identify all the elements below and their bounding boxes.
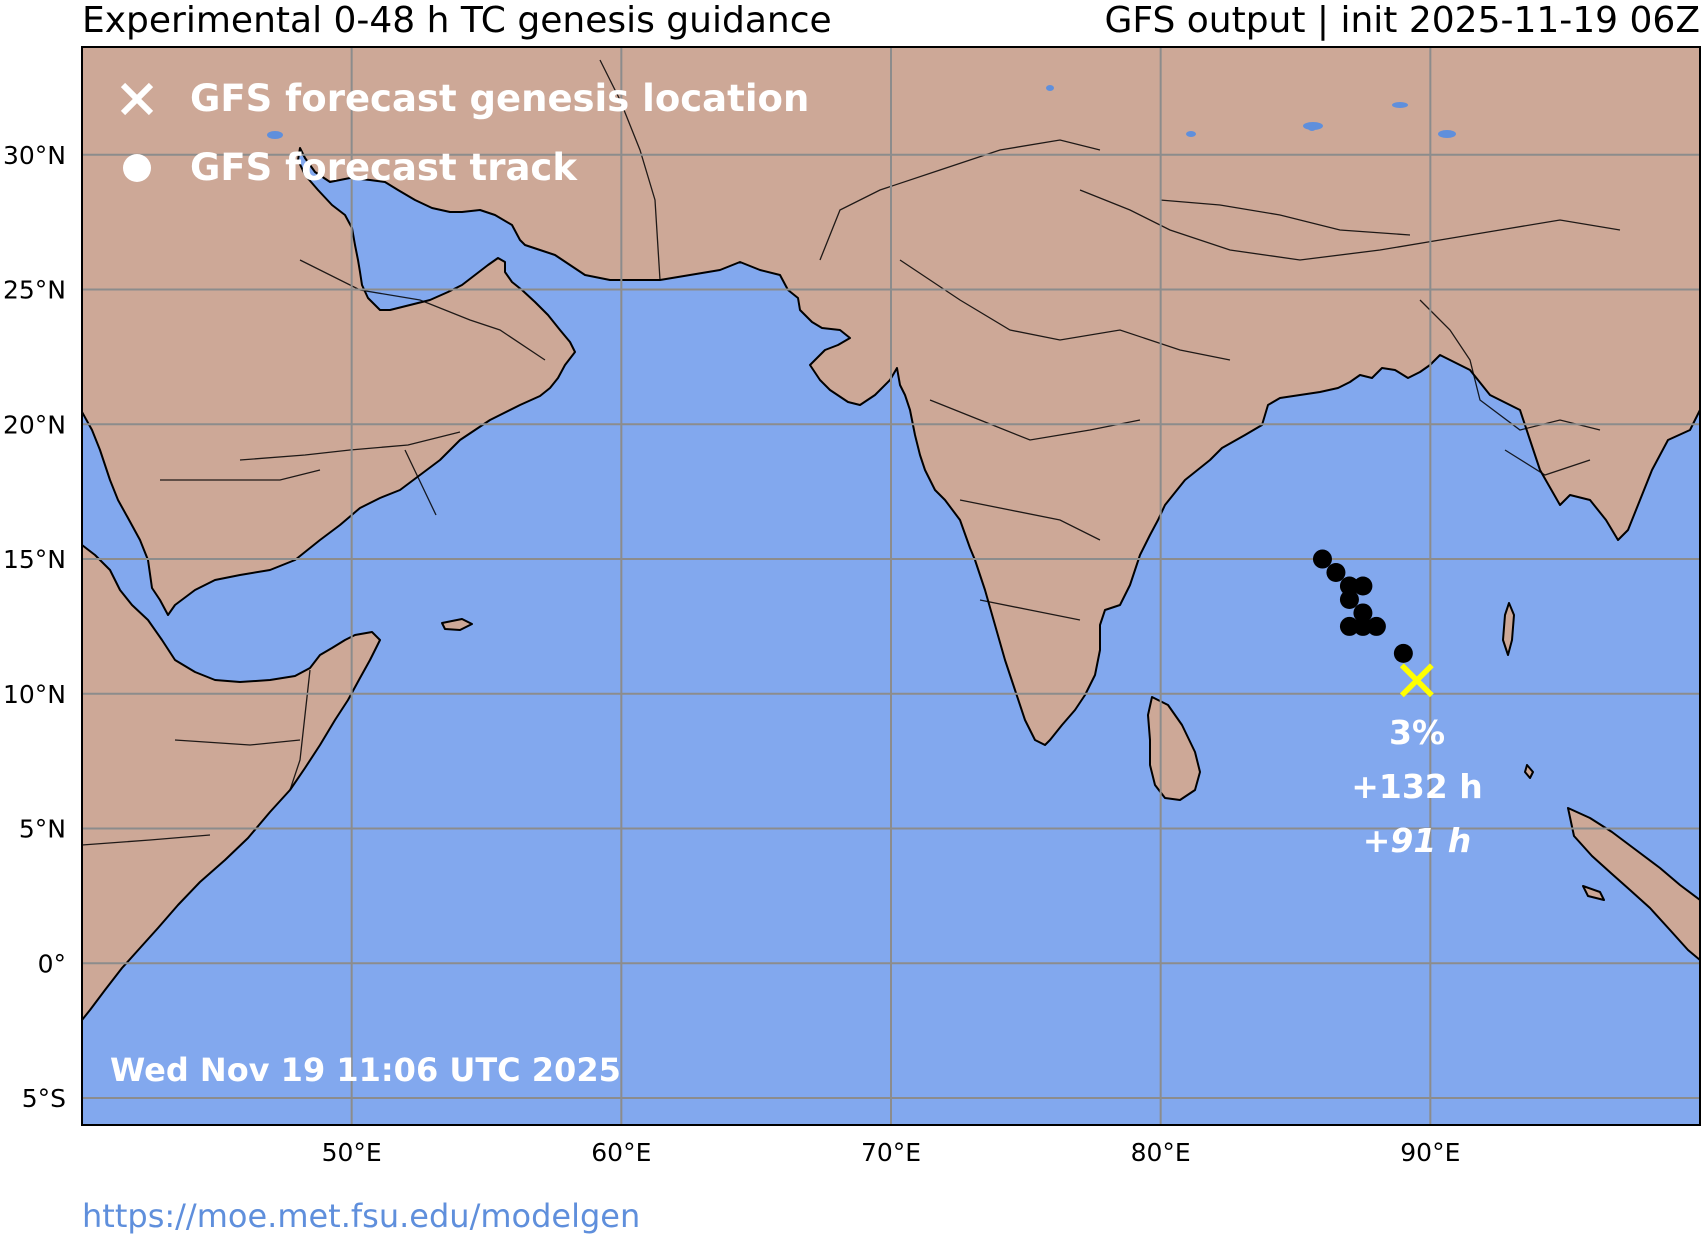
- legend-genesis-label: GFS forecast genesis location: [190, 77, 809, 120]
- genesis-marker: [1399, 663, 1434, 698]
- lon-tick-label: 60°E: [591, 1138, 651, 1167]
- lat-tick-label: 10°N: [3, 680, 66, 709]
- chart-title: Experimental 0-48 h TC genesis guidance: [82, 0, 832, 41]
- genesis-x-stroke: [1399, 663, 1434, 698]
- lat-axis: 30°N 25°N 20°N 15°N 10°N 5°N 0° 5°S: [3, 141, 66, 1113]
- land-layer: [82, 47, 1700, 1021]
- track-point: [1312, 549, 1332, 569]
- track-point: [1339, 576, 1359, 596]
- track-point: [1353, 603, 1373, 623]
- model-init-label: GFS output | init 2025-11-19 06Z: [1104, 0, 1700, 41]
- track-point: [1353, 616, 1373, 636]
- genesis-probability: 3%: [1389, 713, 1445, 752]
- lat-tick-label: 25°N: [3, 276, 66, 305]
- lakes-layer: [267, 85, 1456, 139]
- borders-layer: [82, 59, 1621, 846]
- track-point: [1326, 563, 1346, 583]
- map-timestamp: Wed Nov 19 11:06 UTC 2025: [110, 1051, 621, 1089]
- land-arabia-persia: [82, 47, 1700, 746]
- legend: GFS forecast genesis location GFS foreca…: [120, 77, 809, 189]
- x-marker-icon: [120, 82, 154, 116]
- lon-axis: 50°E 60°E 70°E 80°E 90°E: [322, 1138, 1461, 1167]
- lat-tick-label: 0°: [38, 949, 66, 978]
- land-simeulue: [1582, 885, 1605, 901]
- land-nicobar: [1524, 764, 1534, 779]
- genesis-lead-time: +132 h: [1351, 767, 1483, 806]
- genesis-lead-time-alt: +91 h: [1363, 821, 1472, 860]
- lat-tick-label: 5°S: [22, 1084, 66, 1113]
- lat-tick-label: 5°N: [19, 815, 66, 844]
- land-socotra: [441, 618, 473, 631]
- track-point: [1339, 589, 1359, 609]
- source-url-link[interactable]: https://moe.met.fsu.edu/modelgen: [82, 1197, 641, 1235]
- lon-tick-label: 80°E: [1131, 1138, 1191, 1167]
- lon-tick-label: 90°E: [1400, 1138, 1460, 1167]
- lon-tick-label: 70°E: [861, 1138, 921, 1167]
- track-point: [1393, 643, 1413, 663]
- land-sumatra: [1567, 807, 1700, 961]
- forecast-track: [1312, 549, 1413, 663]
- plot-frame: [81, 46, 1701, 1126]
- track-point: [1366, 616, 1386, 636]
- land-africa: [82, 544, 381, 1021]
- land-andaman: [1502, 602, 1515, 656]
- track-point: [1339, 616, 1359, 636]
- track-point: [1353, 576, 1373, 596]
- lon-tick-label: 50°E: [322, 1138, 382, 1167]
- lat-tick-label: 15°N: [3, 545, 66, 574]
- legend-track-label: GFS forecast track: [190, 146, 578, 189]
- lat-tick-label: 20°N: [3, 410, 66, 439]
- lat-tick-label: 30°N: [3, 141, 66, 170]
- dot-marker-icon: [123, 154, 151, 182]
